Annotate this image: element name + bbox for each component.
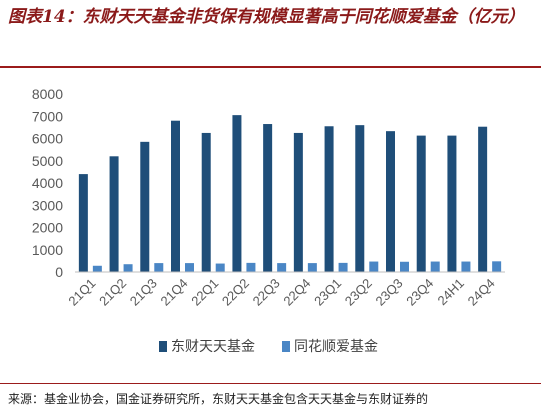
x-tick-label: 24H1 — [434, 276, 467, 309]
bar-tonghuashun — [246, 262, 256, 272]
bar-tonghuashun — [123, 264, 133, 272]
chart-title: 图表14：东财天天基金非货保有规模显著高于同花顺爱基金（亿元） — [8, 7, 525, 27]
bar-dongcai — [293, 132, 303, 272]
x-tick-label: 22Q1 — [188, 276, 221, 309]
y-tick-label: 7000 — [32, 108, 63, 124]
bar-tonghuashun — [338, 262, 348, 272]
bar-dongcai — [386, 131, 395, 272]
bar-dongcai — [171, 120, 180, 272]
bar-tonghuashun — [461, 261, 471, 272]
bar-dongcai — [201, 132, 211, 272]
title-rule — [0, 66, 541, 68]
x-axis-ticks: 21Q121Q221Q321Q422Q122Q222Q322Q423Q123Q2… — [65, 276, 497, 309]
x-tick-label: 21Q4 — [158, 276, 191, 309]
legend-label-tonghuashun: 同花顺爱基金 — [294, 338, 378, 355]
legend: 东财天天基金 同花顺爱基金 — [159, 338, 378, 355]
x-tick-label: 22Q4 — [280, 276, 313, 309]
bar-dongcai — [263, 124, 273, 272]
bar-dongcai — [355, 125, 365, 273]
bar-tonghuashun — [430, 261, 440, 272]
source-note: 来源：基金业协会，国金证券研究所，东财天天基金包含天天基金与东财证券的 — [8, 392, 429, 406]
y-tick-label: 1000 — [32, 242, 63, 258]
x-tick-label: 22Q2 — [219, 276, 252, 309]
bar-tonghuashun — [215, 263, 225, 272]
x-tick-label: 24Q4 — [465, 276, 498, 309]
legend-swatch-dongcai — [159, 341, 167, 352]
bar-tonghuashun — [185, 263, 194, 272]
bar-tonghuashun — [492, 261, 502, 272]
x-tick-label: 23Q1 — [311, 276, 344, 309]
bars — [78, 115, 502, 273]
bar-tonghuashun — [92, 265, 102, 272]
bar-tonghuashun — [400, 261, 409, 272]
x-tick-label: 22Q3 — [250, 276, 283, 309]
x-tick-label: 23Q3 — [373, 276, 406, 309]
y-tick-label: 2000 — [32, 220, 63, 236]
x-tick-label: 21Q3 — [127, 276, 160, 309]
x-tick-label: 21Q1 — [65, 276, 98, 309]
bar-dongcai — [324, 126, 334, 272]
legend-label-dongcai: 东财天天基金 — [171, 338, 255, 355]
bar-tonghuashun — [369, 261, 379, 272]
bar-dongcai — [232, 115, 242, 272]
y-tick-label: 6000 — [32, 131, 63, 147]
bar-dongcai — [78, 174, 88, 272]
bar-tonghuashun — [277, 263, 287, 272]
x-tick-label: 23Q4 — [403, 276, 436, 309]
y-axis: 0 1000 2000 3000 4000 5000 6000 7000 8000 — [32, 86, 63, 280]
y-tick-label: 5000 — [32, 153, 63, 169]
bar-dongcai — [140, 141, 150, 272]
y-tick-label: 3000 — [32, 197, 63, 213]
y-tick-label: 0 — [55, 264, 63, 280]
legend-swatch-tonghuashun — [282, 341, 290, 352]
y-tick-label: 4000 — [32, 175, 63, 191]
y-tick-label: 8000 — [32, 86, 63, 102]
source-rule — [0, 383, 541, 384]
x-tick-label: 23Q2 — [342, 276, 375, 309]
bar-dongcai — [109, 156, 119, 272]
x-tick-label: 21Q2 — [96, 276, 129, 309]
bar-dongcai — [416, 135, 426, 272]
bar-dongcai — [478, 126, 488, 272]
bar-tonghuashun — [307, 263, 317, 272]
bar-dongcai — [447, 135, 457, 272]
bar-tonghuashun — [154, 263, 164, 272]
